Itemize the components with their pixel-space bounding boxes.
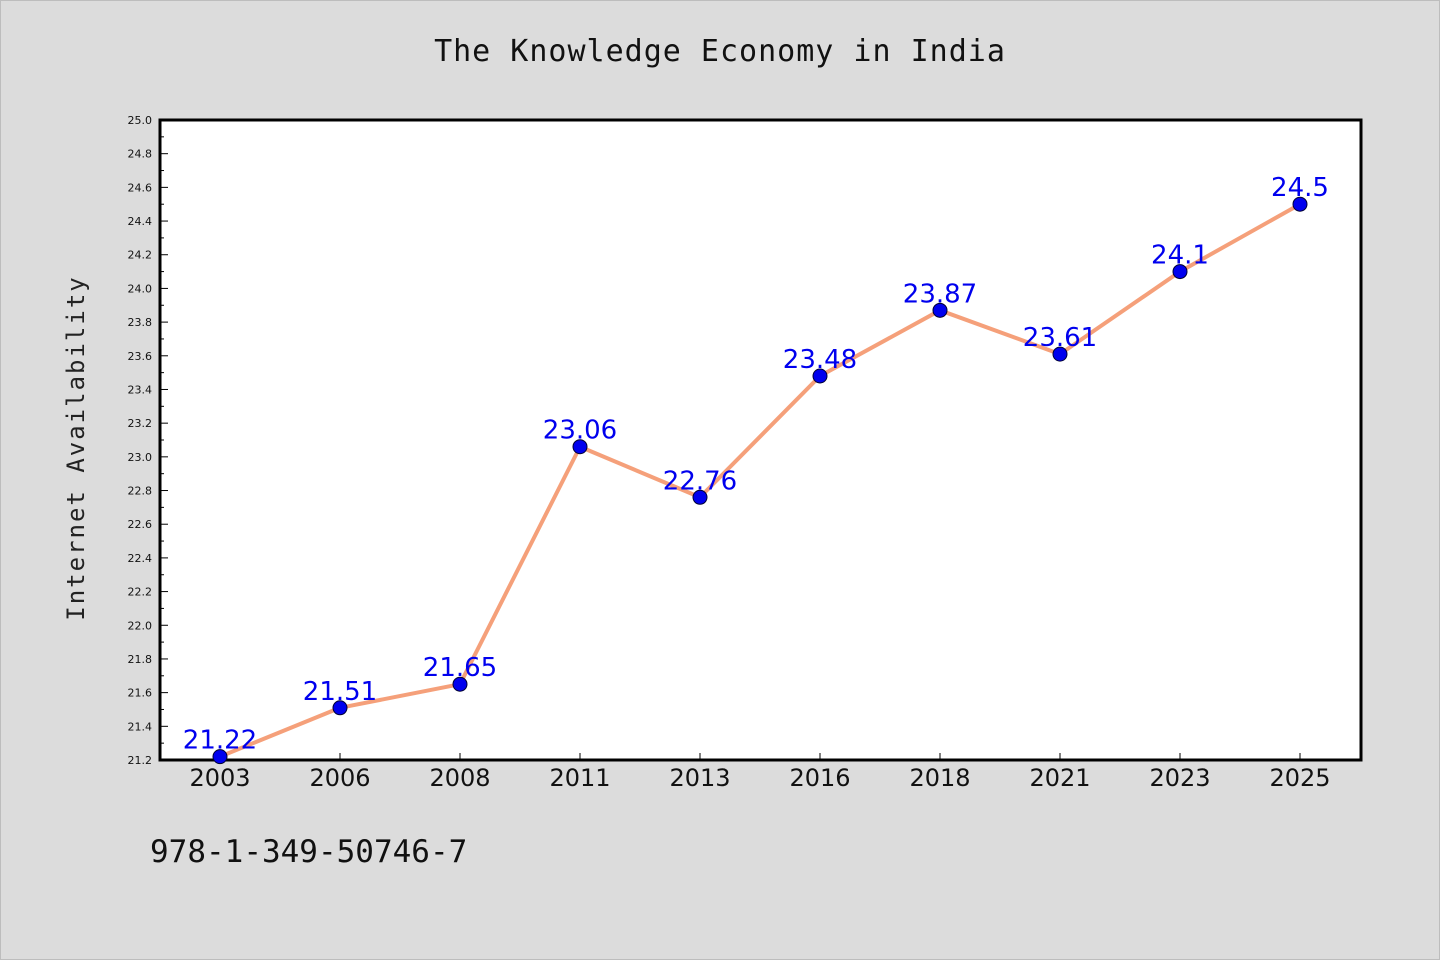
- y-tick-label: 22.8: [128, 485, 153, 498]
- data-point: [692, 489, 708, 505]
- data-point: [1292, 196, 1308, 212]
- data-point: [332, 700, 348, 716]
- x-tick-label: 2018: [909, 764, 970, 792]
- y-tick-label: 25.0: [128, 114, 153, 127]
- data-point: [1052, 346, 1068, 362]
- data-label: 21.51: [303, 677, 377, 707]
- data-label: 23.48: [783, 345, 857, 375]
- y-tick-label: 23.4: [128, 383, 153, 396]
- data-markers: [212, 196, 1308, 765]
- y-tick-label: 23.8: [128, 316, 153, 329]
- plot-area: [158, 118, 1363, 762]
- y-tick-label: 21.8: [128, 653, 153, 666]
- data-label: 24.1: [1151, 241, 1209, 271]
- data-label: 23.06: [543, 416, 617, 446]
- data-label: 24.5: [1271, 173, 1329, 203]
- y-tick-label: 22.6: [128, 518, 153, 531]
- data-label: 21.22: [183, 726, 257, 756]
- x-tick-label: 2013: [669, 764, 730, 792]
- data-label: 22.76: [663, 466, 737, 496]
- y-tick-label: 24.4: [128, 215, 153, 228]
- y-tick-label: 24.8: [128, 148, 153, 161]
- y-tick-label: 21.4: [128, 720, 153, 733]
- y-tick-label: 24.6: [128, 181, 153, 194]
- y-tick-label: 22.2: [128, 586, 153, 599]
- x-tick-label: 2023: [1149, 764, 1210, 792]
- x-tick-label: 2008: [429, 764, 490, 792]
- data-label: 23.87: [903, 279, 977, 309]
- isbn-footer: 978-1-349-50746-7: [150, 834, 468, 870]
- y-tick-label: 23.2: [128, 417, 153, 430]
- data-point: [1172, 264, 1188, 280]
- data-point: [812, 368, 828, 384]
- y-tick-label: 24.0: [128, 282, 153, 295]
- y-tick-label: 24.2: [128, 249, 153, 262]
- data-label: 23.61: [1023, 323, 1097, 353]
- data-point: [452, 676, 468, 692]
- x-axis-ticks: 2003 2006 2008 2011 2013 2016 2018 2021 2023 2025: [189, 753, 1331, 792]
- series-line: [219, 202, 1301, 759]
- y-tick-label: 22.0: [128, 619, 153, 632]
- y-axis-ticks: 21.2 21.4 21.6 21.8 22.0 22.2 22.4 22.6 22.8 23.0…: [128, 114, 168, 767]
- data-label: 21.65: [423, 653, 497, 683]
- y-tick-label: 23.6: [128, 350, 153, 363]
- y-tick-label: 23.0: [128, 451, 153, 464]
- data-point: [212, 749, 228, 765]
- chart-title: The Knowledge Economy in India: [434, 34, 1006, 69]
- x-tick-label: 2021: [1029, 764, 1090, 792]
- x-tick-label: 2003: [189, 764, 250, 792]
- x-tick-label: 2025: [1269, 764, 1330, 792]
- data-point: [932, 302, 948, 318]
- x-tick-label: 2016: [789, 764, 850, 792]
- y-tick-label: 21.6: [128, 687, 153, 700]
- y-tick-label: 22.4: [128, 552, 153, 565]
- data-labels: 21.22 21.51 21.65 23.06 22.76 23.48 23.87 23.61…: [183, 173, 1329, 755]
- x-tick-label: 2011: [549, 764, 610, 792]
- data-point: [572, 439, 588, 455]
- x-tick-label: 2006: [309, 764, 370, 792]
- y-tick-label: 21.2: [128, 754, 153, 767]
